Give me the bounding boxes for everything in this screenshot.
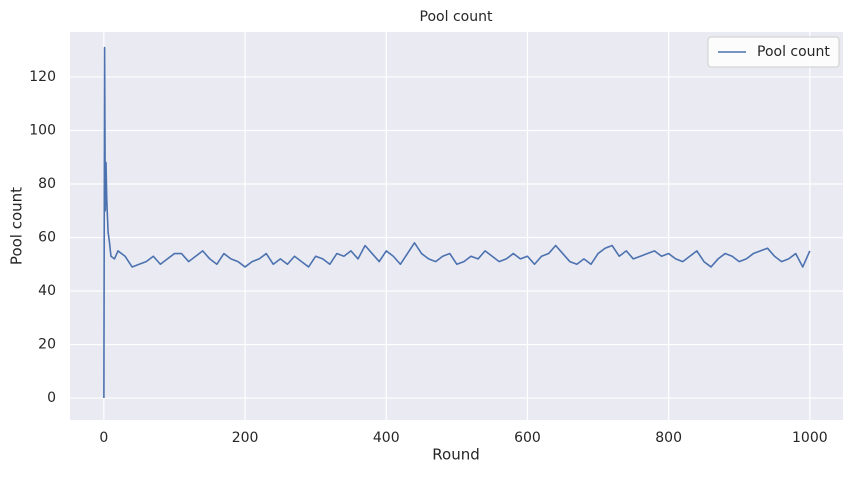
y-axis-label: Pool count [8, 187, 26, 265]
y-tick-label: 20 [38, 337, 56, 353]
legend-box [707, 36, 840, 68]
x-axis-label: Round [432, 446, 479, 464]
x-tick-label: 200 [232, 430, 259, 446]
x-tick-label: 1000 [792, 430, 828, 446]
plot-area [70, 32, 843, 420]
x-tick-label: 0 [99, 430, 108, 446]
chart-title: Pool count [420, 9, 493, 25]
legend-label: Pool count [757, 44, 830, 60]
y-tick-label: 60 [38, 230, 56, 246]
y-tick-label: 80 [38, 176, 56, 192]
y-tick-label: 0 [47, 390, 56, 406]
data-line [103, 46, 811, 399]
y-tick-label: 100 [29, 122, 56, 138]
x-tick-label: 800 [655, 430, 682, 446]
x-tick-label: 600 [514, 430, 541, 446]
y-tick-label: 40 [38, 283, 56, 299]
x-tick-label: 400 [373, 430, 400, 446]
y-tick-label: 120 [29, 69, 56, 85]
